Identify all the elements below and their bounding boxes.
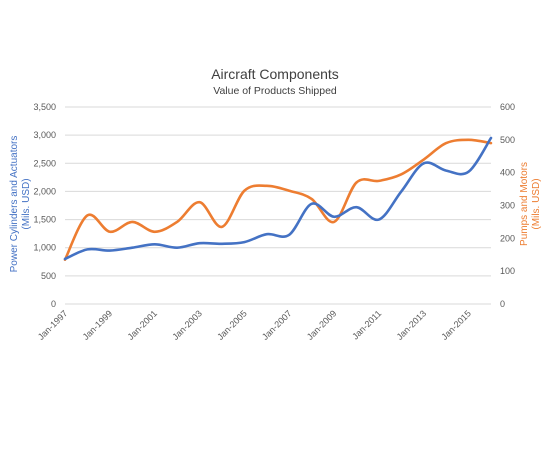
x-tick-label: Jan-2015 [439, 308, 473, 342]
left-tick-label: 1,500 [33, 215, 56, 225]
right-tick-label: 400 [500, 168, 515, 178]
x-tick-label: Jan-2007 [260, 308, 294, 342]
right-axis-title: Pumps and Motors [519, 162, 530, 246]
x-tick-label: Jan-2011 [350, 308, 383, 341]
left-tick-label: 3,500 [33, 102, 56, 112]
x-tick-label: Jan-2001 [125, 308, 159, 342]
left-tick-label: 3,000 [33, 130, 56, 140]
x-tick-label: Jan-2005 [215, 308, 249, 342]
x-tick-label: Jan-2013 [395, 308, 429, 342]
x-tick-label: Jan-1999 [81, 308, 115, 342]
left-tick-label: 500 [41, 271, 56, 281]
right-tick-label: 200 [500, 233, 515, 243]
x-axis-ticks: Jan-1997 Jan-1999 Jan-2001 Jan-2003 Jan-2005… [36, 308, 473, 342]
chart-subtitle: Value of Products Shipped [213, 85, 337, 97]
right-tick-label: 300 [500, 201, 515, 211]
left-axis-title: Power Cylinders and Actuators [9, 136, 20, 273]
series-line-power-cylinders [63, 136, 493, 261]
series-lines [63, 136, 493, 261]
left-tick-label: 2,000 [33, 186, 56, 196]
left-tick-label: 1,000 [33, 243, 56, 253]
chart-title: Aircraft Components [211, 66, 339, 82]
left-tick-label: 0 [51, 299, 56, 309]
x-tick-label: Jan-2003 [170, 308, 204, 342]
series-line-pumps-motors [63, 138, 493, 261]
right-axis-ticks: 0 100 200 300 400 500 600 [500, 102, 515, 309]
left-tick-label: 2,500 [33, 158, 56, 168]
right-tick-label: 600 [500, 102, 515, 112]
right-axis-unit: (Mils. USD) [531, 178, 542, 229]
right-tick-label: 500 [500, 135, 515, 145]
right-tick-label: 0 [500, 299, 505, 309]
x-tick-label: Jan-2009 [305, 308, 339, 342]
x-tick-label: Jan-1997 [36, 308, 70, 342]
gridlines [65, 106, 491, 305]
left-axis-unit: (Mils. USD) [21, 178, 32, 229]
right-tick-label: 100 [500, 266, 515, 276]
left-axis-ticks: 0 500 1,000 1,500 2,000 2,500 3,000 3,500 [33, 102, 56, 309]
